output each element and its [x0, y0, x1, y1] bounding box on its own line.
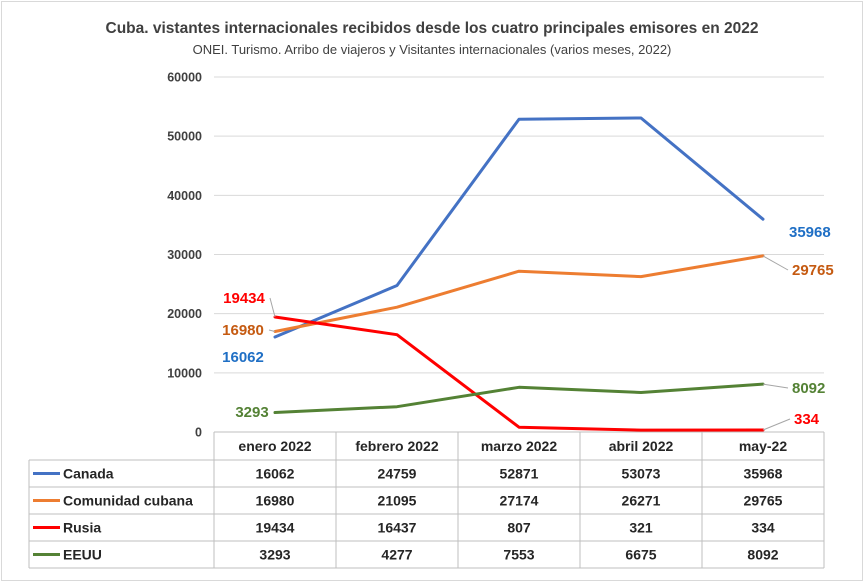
category-label: abril 2022 — [609, 438, 674, 454]
chart-title: Cuba. vistantes internacionales recibido… — [105, 20, 759, 37]
data-label: 8092 — [792, 380, 825, 397]
table-cell: 807 — [507, 520, 531, 536]
y-tick-label: 20000 — [167, 307, 202, 321]
category-label: enero 2022 — [238, 438, 311, 454]
chart-subtitle: ONEI. Turismo. Arribo de viajeros y Visi… — [192, 42, 672, 57]
leader-line — [762, 383, 789, 389]
category-label: may-22 — [739, 438, 787, 454]
y-tick-label: 10000 — [167, 366, 202, 380]
table-cell: 334 — [751, 520, 775, 536]
series-name: EEUU — [63, 547, 102, 563]
leader-line — [762, 255, 789, 271]
table-cell: 16062 — [256, 466, 295, 482]
category-label: febrero 2022 — [355, 438, 438, 454]
table-cell: 53073 — [622, 466, 661, 482]
table-cell: 21095 — [378, 493, 417, 509]
table-cell: 35968 — [744, 466, 783, 482]
data-label: 16980 — [222, 322, 264, 339]
table-cell: 3293 — [259, 547, 290, 563]
data-label: 29765 — [792, 262, 834, 279]
series-line — [273, 254, 765, 333]
data-label: 16062 — [222, 349, 264, 366]
series-line — [273, 315, 765, 432]
series-name: Rusia — [63, 520, 101, 536]
data-label: 3293 — [235, 404, 268, 421]
table-cell: 16437 — [378, 520, 417, 536]
table-cell: 321 — [629, 520, 653, 536]
y-tick-label: 60000 — [167, 71, 202, 85]
data-label: 334 — [794, 411, 820, 428]
data-label: 35968 — [789, 224, 831, 241]
y-tick-label: 50000 — [167, 130, 202, 144]
series-line — [273, 382, 765, 414]
leader-line — [268, 329, 276, 333]
table-cell: 4277 — [381, 547, 412, 563]
category-label: marzo 2022 — [481, 438, 557, 454]
series-name: Comunidad cubana — [63, 493, 193, 509]
table-cell: 29765 — [744, 493, 783, 509]
y-tick-label: 30000 — [167, 248, 202, 262]
table-cell: 8092 — [747, 547, 778, 563]
table-cell: 7553 — [503, 547, 534, 563]
series-line — [273, 116, 765, 339]
table-cell: 27174 — [500, 493, 539, 509]
table-cell: 52871 — [500, 466, 539, 482]
table-cell: 6675 — [625, 547, 656, 563]
table-cell: 16980 — [256, 493, 295, 509]
table-cell: 19434 — [256, 520, 295, 536]
table-cell: 26271 — [622, 493, 661, 509]
leader-line — [762, 418, 791, 431]
y-tick-label: 0 — [195, 426, 202, 440]
leader-line — [269, 297, 276, 318]
series-name: Canada — [63, 466, 114, 482]
data-label: 19434 — [223, 290, 265, 307]
table-cell: 24759 — [378, 466, 417, 482]
y-tick-label: 40000 — [167, 189, 202, 203]
